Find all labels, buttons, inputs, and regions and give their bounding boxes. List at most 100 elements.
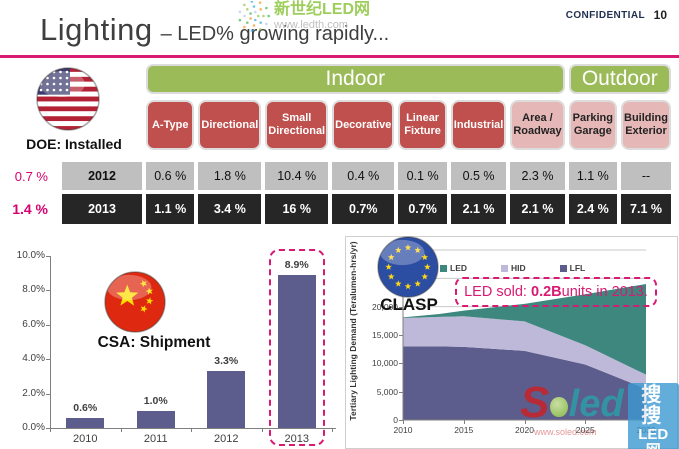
- soled-s: S: [520, 378, 550, 427]
- column-header: Decorative: [332, 100, 395, 150]
- legend-swatch: [501, 264, 508, 272]
- column-header: A-Type: [146, 100, 195, 150]
- legend-label: HID: [511, 263, 526, 273]
- bar-value-label: 1.0%: [143, 394, 168, 407]
- x-tick: [403, 420, 404, 424]
- x-tick-label: 2025: [575, 425, 595, 435]
- csa-chart-title: CSA: Shipment: [97, 334, 211, 351]
- value-cell: 7.1 %: [621, 194, 671, 224]
- value-cell: 1.8 %: [198, 162, 262, 190]
- y-tick: [46, 393, 50, 395]
- soled-cn-top: 搜搜: [641, 384, 666, 427]
- y-tick-label: 4.0%: [22, 353, 45, 365]
- doe-label: DOE: Installed: [26, 136, 122, 152]
- dots-sphere-icon: [238, 0, 270, 38]
- x-tick: [332, 428, 333, 432]
- side-percent-label: 0.7 %: [14, 168, 48, 184]
- value-cell: 0.5 %: [450, 162, 507, 190]
- x-category-label: 2013: [284, 433, 309, 445]
- bar-2010: [66, 417, 105, 428]
- y-tick: [46, 359, 50, 361]
- x-tick: [261, 428, 263, 432]
- x-category-label: 2011: [143, 433, 168, 445]
- page-number: 10: [653, 8, 667, 22]
- area-lfl: [403, 346, 646, 420]
- clasp-y-axis-label: Tertiary Lighting Demand (Teralumen-hrs/…: [348, 241, 358, 421]
- confidential-label: CONFIDENTIAL: [565, 10, 645, 21]
- bar-2013: [277, 274, 316, 428]
- y-tick-label: 15,000: [372, 330, 398, 340]
- legend-item-lfl: LFL: [559, 263, 586, 273]
- legend-item-led: LED: [440, 263, 467, 273]
- column-header: Small Directional: [265, 100, 329, 150]
- y-tick: [399, 363, 403, 365]
- y-tick-label: 0.0%: [22, 422, 45, 433]
- y-tick-label: 0: [393, 415, 398, 425]
- value-cell: 2.1 %: [510, 194, 565, 224]
- title-main: Lighting: [40, 12, 153, 47]
- y-axis: [50, 256, 51, 428]
- us-flag-icon: [36, 67, 100, 136]
- value-cell: 2.1 %: [450, 194, 507, 224]
- china-flag-icon: [104, 271, 166, 338]
- bar-value-label: 0.6%: [73, 401, 98, 414]
- legend-item-hid: HID: [501, 263, 526, 273]
- x-tick-label: 2010: [393, 425, 413, 435]
- year-cell: 2013: [62, 194, 142, 224]
- bar-value-label: 3.3%: [214, 355, 239, 368]
- bar-2011: [136, 410, 175, 428]
- year-cell: 2012: [62, 162, 142, 190]
- eu-flag-icon: [377, 236, 439, 303]
- annotation-prefix: LED sold:: [464, 284, 527, 300]
- group-header-indoor: Indoor: [146, 64, 565, 94]
- x-axis: [50, 428, 336, 429]
- column-header: Parking Garage: [568, 100, 617, 150]
- x-tick: [585, 420, 587, 424]
- watermark-soled: S led 搜搜 LED网 www.soled.com: [520, 378, 679, 449]
- y-tick: [46, 256, 50, 257]
- y-tick-label: 8.0%: [22, 284, 45, 296]
- value-cell: 10.4 %: [265, 162, 329, 190]
- soled-led: led: [568, 383, 624, 425]
- y-tick-label: 20,000: [372, 301, 398, 312]
- y-tick: [399, 306, 403, 308]
- y-tick-label: 5,000: [376, 386, 398, 397]
- value-cell: 0.1 %: [398, 162, 447, 190]
- y-tick-label: 10.0%: [16, 250, 45, 261]
- value-cell: --: [621, 162, 671, 190]
- value-cell: 1.1 %: [568, 162, 617, 190]
- soled-cn-bottom: LED网: [638, 426, 669, 449]
- column-header: Building Exterior: [621, 100, 671, 150]
- legend-label: LFL: [569, 263, 586, 273]
- title-subtitle: – LED% growing rapidly...: [160, 23, 390, 45]
- highlight-2013-box: [268, 249, 325, 446]
- x-tick: [463, 420, 465, 424]
- side-percent-label: 1.4 %: [12, 201, 48, 217]
- legend-label: LED: [450, 263, 467, 273]
- led-sold-annotation: LED sold: 0.2B units in 2013.: [455, 277, 657, 307]
- x-tick-label: 2015: [454, 425, 474, 435]
- led-bulb-icon: [550, 397, 568, 417]
- column-header: Industrial: [450, 100, 507, 150]
- legend-swatch: [440, 264, 447, 272]
- area-hid: [403, 316, 646, 389]
- annotation-suffix: units in 2013.: [561, 284, 648, 300]
- y-tick: [46, 428, 50, 429]
- soled-cn-box: 搜搜 LED网: [627, 383, 679, 449]
- value-cell: 16 %: [265, 194, 329, 224]
- y-tick: [399, 335, 403, 336]
- value-cell: 1.1 %: [146, 194, 195, 224]
- x-category-label: 2010: [73, 433, 98, 445]
- value-cell: 2.4 %: [568, 194, 617, 224]
- y-tick-label: 6.0%: [22, 318, 45, 330]
- y-tick-label: 10,000: [372, 358, 398, 369]
- clasp-chart-title: CLASP: [380, 295, 438, 314]
- x-tick-label: 2020: [515, 425, 534, 435]
- watermark-top: 新世纪LED网 www.ledth.com: [238, 0, 370, 38]
- bar-value-label: 8.9%: [284, 258, 309, 271]
- annotation-value: 0.2B: [531, 284, 562, 300]
- page-title: Lighting – LED% growing rapidly...: [40, 12, 389, 48]
- x-tick: [50, 428, 51, 432]
